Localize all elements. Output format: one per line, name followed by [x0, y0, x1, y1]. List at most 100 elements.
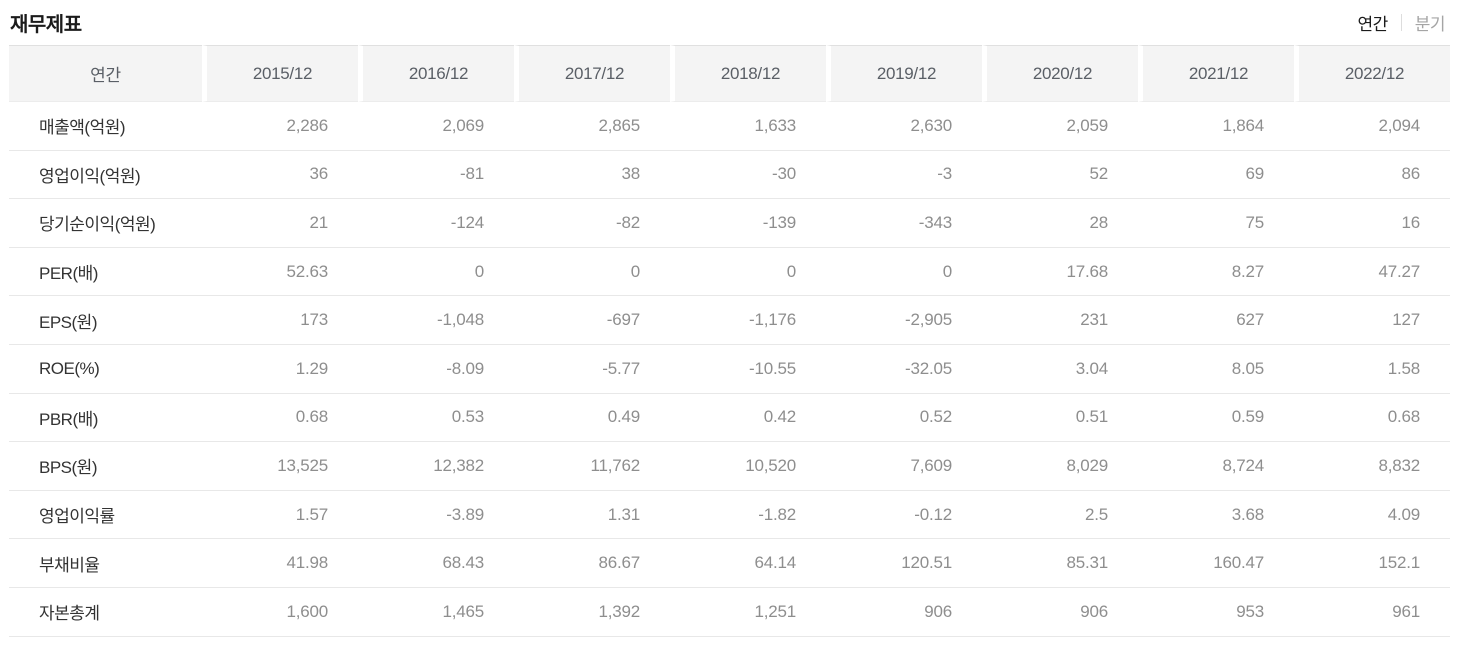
page-title: 재무제표: [10, 13, 82, 36]
header-cell-year: 2020/12: [982, 45, 1138, 102]
cell-value: -1,176: [670, 296, 826, 345]
cell-value: 13,525: [202, 442, 358, 491]
cell-value: -1.82: [670, 491, 826, 540]
cell-value: 1,633: [670, 102, 826, 151]
row-label: 자본총계: [9, 588, 202, 637]
cell-value: -2,905: [826, 296, 982, 345]
cell-value: -1,048: [358, 296, 514, 345]
cell-value: 2,094: [1294, 102, 1450, 151]
cell-value: 4.09: [1294, 491, 1450, 540]
header-cell-year: 2016/12: [358, 45, 514, 102]
cell-value: 3.68: [1138, 491, 1294, 540]
cell-value: 0: [670, 248, 826, 297]
cell-value: 1.57: [202, 491, 358, 540]
header-cell-year: 2017/12: [514, 45, 670, 102]
header-cell-year: 2022/12: [1294, 45, 1450, 102]
cell-value: 2,865: [514, 102, 670, 151]
row-label: 매출액(억원): [9, 102, 202, 151]
cell-value: 2,630: [826, 102, 982, 151]
cell-value: 38: [514, 151, 670, 200]
cell-value: 0.51: [982, 394, 1138, 443]
cell-value: -3: [826, 151, 982, 200]
cell-value: -0.12: [826, 491, 982, 540]
table-row: 매출액(억원) 2,286 2,069 2,865 1,633 2,630 2,059 1,8…: [9, 102, 1450, 151]
financial-statements-panel: 재무제표 연간 분기 연간 2015/12 2016/12 2017/12 2018/1…: [9, 13, 1450, 637]
header-cell-period: 연간: [9, 45, 202, 102]
cell-value: 1,864: [1138, 102, 1294, 151]
cell-value: 8,832: [1294, 442, 1450, 491]
cell-value: 12,382: [358, 442, 514, 491]
cell-value: 0: [358, 248, 514, 297]
cell-value: 0.59: [1138, 394, 1294, 443]
cell-value: 64.14: [670, 539, 826, 588]
cell-value: 1,392: [514, 588, 670, 637]
row-label: EPS(원): [9, 296, 202, 345]
cell-value: 36: [202, 151, 358, 200]
cell-value: 52.63: [202, 248, 358, 297]
table-row: 영업이익률 1.57 -3.89 1.31 -1.82 -0.12 2.5 3.68 4.09: [9, 491, 1450, 540]
cell-value: 17.68: [982, 248, 1138, 297]
cell-value: 1,600: [202, 588, 358, 637]
cell-value: 10,520: [670, 442, 826, 491]
header-cell-year: 2019/12: [826, 45, 982, 102]
cell-value: 8,724: [1138, 442, 1294, 491]
row-label: 영업이익률: [9, 491, 202, 540]
cell-value: 86: [1294, 151, 1450, 200]
cell-value: 160.47: [1138, 539, 1294, 588]
cell-value: 0: [514, 248, 670, 297]
cell-value: 173: [202, 296, 358, 345]
cell-value: 8.27: [1138, 248, 1294, 297]
table-row: PER(배) 52.63 0 0 0 0 17.68 8.27 47.27: [9, 248, 1450, 297]
cell-value: -139: [670, 199, 826, 248]
cell-value: 16: [1294, 199, 1450, 248]
toggle-quarterly-tab[interactable]: 분기: [1414, 14, 1446, 34]
table-row: 당기순이익(억원) 21 -124 -82 -139 -343 28 75 16: [9, 199, 1450, 248]
cell-value: 8.05: [1138, 345, 1294, 394]
cell-value: -81: [358, 151, 514, 200]
row-label: ROE(%): [9, 345, 202, 394]
cell-value: -5.77: [514, 345, 670, 394]
cell-value: -8.09: [358, 345, 514, 394]
cell-value: -30: [670, 151, 826, 200]
header-cell-year: 2018/12: [670, 45, 826, 102]
cell-value: 11,762: [514, 442, 670, 491]
cell-value: 0: [826, 248, 982, 297]
cell-value: 152.1: [1294, 539, 1450, 588]
row-label: BPS(원): [9, 442, 202, 491]
cell-value: 1.58: [1294, 345, 1450, 394]
cell-value: -32.05: [826, 345, 982, 394]
row-label: 부채비율: [9, 539, 202, 588]
cell-value: 906: [982, 588, 1138, 637]
table-row: EPS(원) 173 -1,048 -697 -1,176 -2,905 231 627 127: [9, 296, 1450, 345]
cell-value: 52: [982, 151, 1138, 200]
cell-value: 1.31: [514, 491, 670, 540]
cell-value: 0.49: [514, 394, 670, 443]
cell-value: 1,465: [358, 588, 514, 637]
cell-value: 0.68: [202, 394, 358, 443]
cell-value: 120.51: [826, 539, 982, 588]
cell-value: 231: [982, 296, 1138, 345]
cell-value: 69: [1138, 151, 1294, 200]
toggle-annual-tab[interactable]: 연간: [1357, 14, 1388, 34]
cell-value: 1,251: [670, 588, 826, 637]
table-row: 영업이익(억원) 36 -81 38 -30 -3 52 69 86: [9, 151, 1450, 200]
cell-value: 127: [1294, 296, 1450, 345]
row-label: PER(배): [9, 248, 202, 297]
header-cell-year: 2015/12: [202, 45, 358, 102]
row-label: 영업이익(억원): [9, 151, 202, 200]
cell-value: 627: [1138, 296, 1294, 345]
cell-value: 0.68: [1294, 394, 1450, 443]
cell-value: 961: [1294, 588, 1450, 637]
cell-value: 2,286: [202, 102, 358, 151]
table-row: PBR(배) 0.68 0.53 0.49 0.42 0.52 0.51 0.59 0.68: [9, 394, 1450, 443]
cell-value: 47.27: [1294, 248, 1450, 297]
row-label: 당기순이익(억원): [9, 199, 202, 248]
row-label: PBR(배): [9, 394, 202, 443]
cell-value: 75: [1138, 199, 1294, 248]
cell-value: 953: [1138, 588, 1294, 637]
cell-value: -697: [514, 296, 670, 345]
cell-value: -10.55: [670, 345, 826, 394]
cell-value: -124: [358, 199, 514, 248]
cell-value: 0.52: [826, 394, 982, 443]
cell-value: 906: [826, 588, 982, 637]
